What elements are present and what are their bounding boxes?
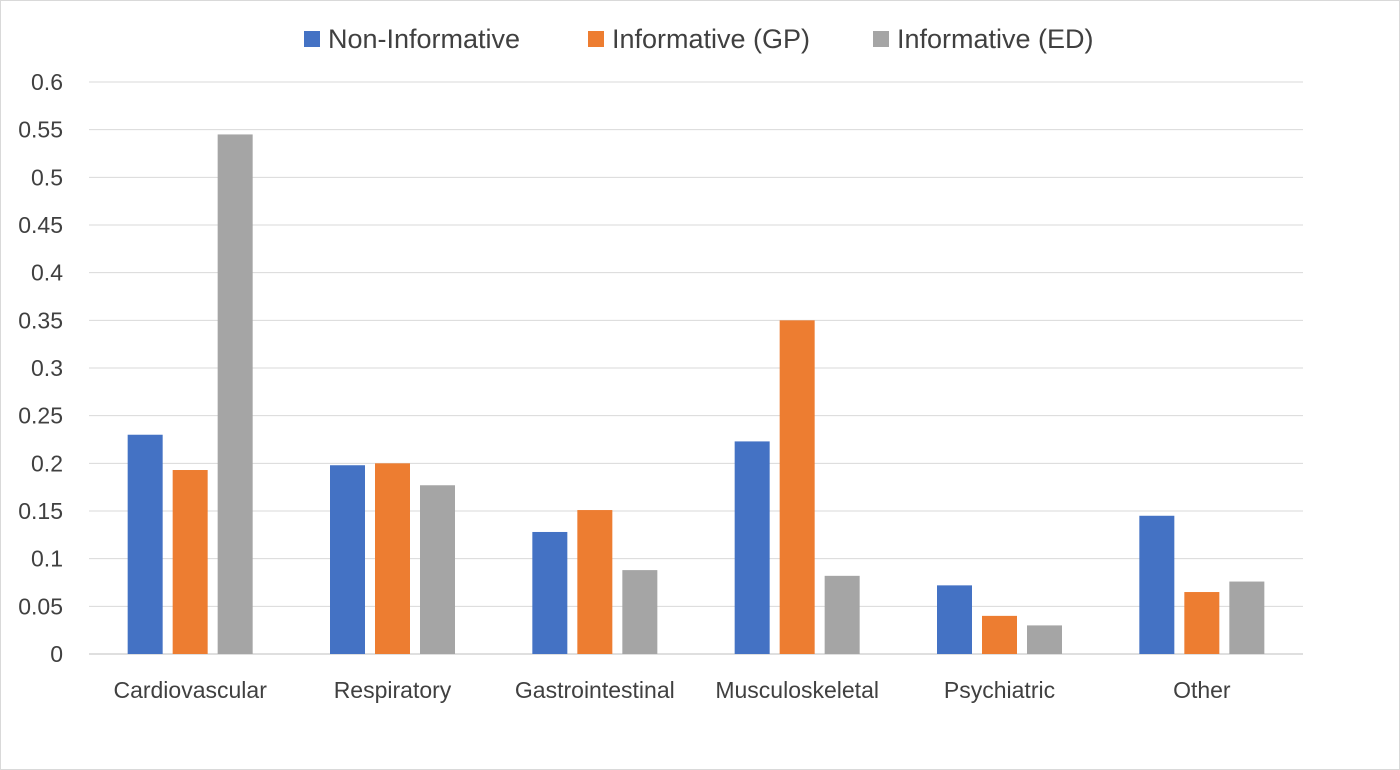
x-category-label: Gastrointestinal (515, 677, 675, 703)
bar-informative-gp-musculoskeletal (779, 320, 815, 654)
y-tick-label: 0.3 (31, 355, 63, 381)
legend-swatch (873, 31, 889, 47)
bar-non-informative-psychiatric (937, 585, 972, 654)
y-tick-label: 0.15 (18, 498, 63, 524)
legend-swatch (304, 31, 320, 47)
bar-informative-ed-cardiovascular (217, 134, 253, 654)
legend-swatch (588, 31, 604, 47)
legend-label: Informative (GP) (612, 24, 810, 54)
bar-non-informative-respiratory (330, 465, 365, 654)
y-tick-label: 0 (50, 641, 63, 667)
x-category-label: Psychiatric (944, 677, 1055, 703)
x-axis: Cardiovascular Respiratory Gastrointestina… (113, 677, 1230, 703)
y-tick-label: 0.6 (31, 69, 63, 95)
y-tick-label: 0.5 (31, 164, 63, 190)
bar-informative-ed-psychiatric (1027, 625, 1062, 654)
y-tick-label: 0.55 (18, 117, 63, 143)
y-tick-label: 0.45 (18, 212, 63, 238)
y-tick-label: 0.25 (18, 403, 63, 429)
y-tick-label: 0.4 (31, 260, 63, 286)
bar-informative-ed-gastrointestinal (622, 570, 658, 654)
bars (127, 134, 1265, 654)
legend-item-informative-ed: Informative (ED) (873, 24, 1094, 54)
gridlines (89, 81, 1303, 655)
legend-label: Non-Informative (328, 24, 520, 54)
legend: Non-Informative Informative (GP) Informati… (304, 24, 1094, 54)
bar-non-informative-musculoskeletal (734, 441, 770, 654)
bar-informative-gp-gastrointestinal (577, 510, 613, 654)
x-category-label: Cardiovascular (113, 677, 267, 703)
legend-item-informative-gp: Informative (GP) (588, 24, 810, 54)
bar-informative-gp-psychiatric (982, 615, 1017, 654)
bar-informative-gp-respiratory (375, 463, 410, 654)
y-tick-label: 0.1 (31, 546, 63, 572)
x-category-label: Respiratory (334, 677, 452, 703)
y-tick-label: 0.05 (18, 593, 63, 619)
bar-informative-gp-cardiovascular (172, 470, 208, 654)
legend-item-non-informative: Non-Informative (304, 24, 520, 54)
legend-label: Informative (ED) (897, 24, 1094, 54)
bar-informative-gp-other (1184, 592, 1220, 654)
x-category-label: Musculoskeletal (715, 677, 879, 703)
bar-non-informative-cardiovascular (127, 434, 163, 654)
y-axis: 0 0.05 0.1 0.15 0.2 0.25 0.3 0.35 0.4 0.45 0.5 0.55… (18, 69, 63, 667)
bar-informative-ed-musculoskeletal (824, 575, 860, 654)
x-category-label: Other (1173, 677, 1231, 703)
y-tick-label: 0.2 (31, 450, 63, 476)
y-tick-label: 0.35 (18, 307, 63, 333)
bar-non-informative-other (1139, 515, 1175, 654)
bar-informative-ed-other (1229, 581, 1265, 654)
bar-non-informative-gastrointestinal (532, 531, 568, 654)
bar-informative-ed-respiratory (420, 485, 455, 654)
